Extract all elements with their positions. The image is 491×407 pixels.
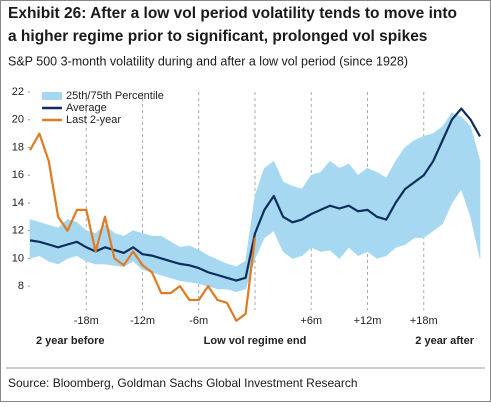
y-tick-label: 22	[12, 86, 24, 98]
band	[414, 135, 425, 238]
y-tick-label: 20	[12, 114, 24, 126]
y-tick-label: 18	[12, 141, 24, 153]
band	[423, 133, 434, 239]
subtitle: S&P 500 3-month volatility during and af…	[8, 54, 408, 68]
band	[160, 235, 171, 279]
x-tick-label: +18m	[410, 315, 438, 327]
legend-swatch	[42, 92, 62, 100]
band	[470, 126, 481, 259]
y-tick-label: 12	[12, 225, 24, 237]
band	[385, 160, 396, 257]
x-tick-label: -18m	[74, 315, 99, 327]
band	[329, 160, 340, 260]
y-tick-label: 14	[12, 197, 24, 209]
y-tick-label: 8	[18, 280, 24, 292]
x-label-row2: 2 year after	[415, 335, 474, 347]
y-tick-label: 16	[12, 169, 24, 181]
x-tick-label: +12m	[354, 315, 382, 327]
y-tick-label: 10	[12, 252, 24, 264]
band	[376, 171, 387, 259]
band	[235, 260, 246, 293]
legend-label: Average	[66, 102, 107, 114]
line	[29, 107, 481, 282]
band	[339, 163, 350, 260]
band	[29, 219, 40, 259]
x-label-row2: Low vol regime end	[204, 335, 307, 347]
legend-label: 25th/75th Percentile	[66, 90, 164, 102]
x-label-row2: 2 year before	[36, 335, 104, 347]
chart-title: Exhibit 26: After a low vol period volat…	[8, 5, 457, 45]
line	[29, 132, 257, 322]
legend-label: Last 2-year	[66, 114, 121, 126]
x-tick-label: +6m	[300, 315, 322, 327]
x-tick-label: -6m	[189, 315, 208, 327]
source: Source: Bloomberg, Goldman Sachs Global …	[8, 376, 358, 390]
band	[404, 139, 415, 246]
x-tick-label: -12m	[130, 315, 155, 327]
band	[451, 112, 462, 204]
